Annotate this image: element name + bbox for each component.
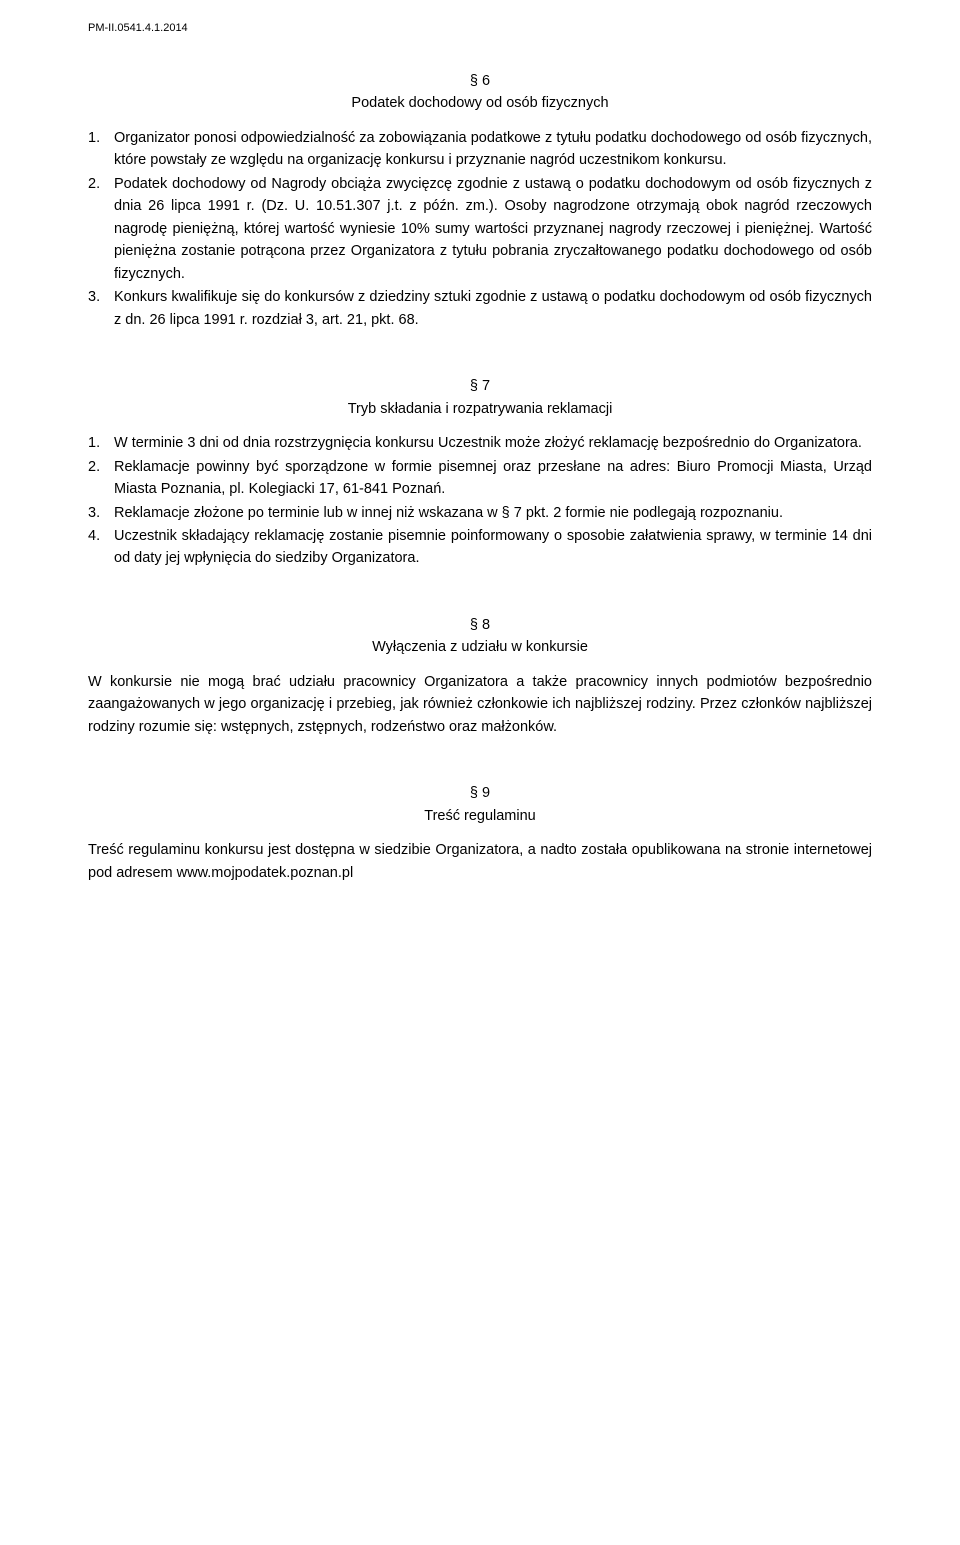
section-9-title: Treść regulaminu [88, 805, 872, 827]
section-6-title: Podatek dochodowy od osób fizycznych [88, 92, 872, 114]
section-8-title: Wyłączenia z udziału w konkursie [88, 636, 872, 658]
section-7-number: § 7 [88, 375, 872, 397]
section-9-heading: § 9 Treść regulaminu [88, 782, 872, 827]
list-item: W terminie 3 dni od dnia rozstrzygnięcia… [88, 432, 872, 454]
section-7-list: W terminie 3 dni od dnia rozstrzygnięcia… [88, 432, 872, 570]
list-item: Uczestnik składający reklamację zostanie… [88, 525, 872, 570]
document-reference: PM-II.0541.4.1.2014 [88, 22, 872, 34]
section-9-body: Treść regulaminu konkursu jest dostępna … [88, 839, 872, 884]
section-8-body: W konkursie nie mogą brać udziału pracow… [88, 671, 872, 738]
section-6-number: § 6 [88, 70, 872, 92]
list-item: Podatek dochodowy od Nagrody obciąża zwy… [88, 173, 872, 285]
list-item: Organizator ponosi odpowiedzialność za z… [88, 127, 872, 172]
list-item: Reklamacje złożone po terminie lub w inn… [88, 502, 872, 524]
section-7-title: Tryb składania i rozpatrywania reklamacj… [88, 398, 872, 420]
section-7-heading: § 7 Tryb składania i rozpatrywania rekla… [88, 375, 872, 420]
list-item: Konkurs kwalifikuje się do konkursów z d… [88, 286, 872, 331]
list-item: Reklamacje powinny być sporządzone w for… [88, 456, 872, 501]
section-8-heading: § 8 Wyłączenia z udziału w konkursie [88, 614, 872, 659]
section-9-number: § 9 [88, 782, 872, 804]
section-6-heading: § 6 Podatek dochodowy od osób fizycznych [88, 70, 872, 115]
section-6-list: Organizator ponosi odpowiedzialność za z… [88, 127, 872, 331]
section-8-number: § 8 [88, 614, 872, 636]
